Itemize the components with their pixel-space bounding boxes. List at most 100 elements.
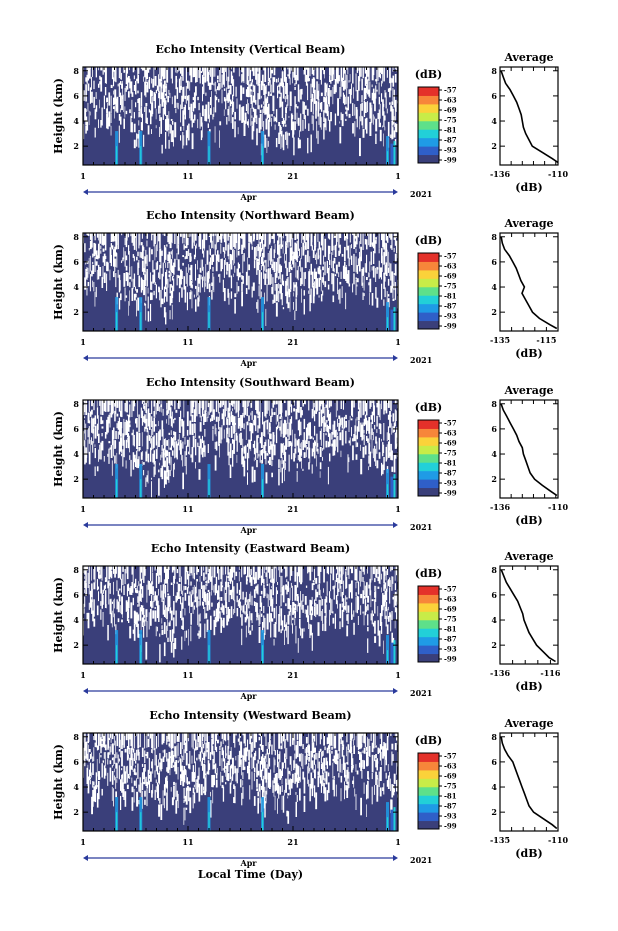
x-tick-label: 21 [287, 337, 298, 347]
month-axis-arrow [83, 688, 88, 694]
colorbar-swatch [418, 312, 439, 322]
profile-y-tick-label: 4 [491, 615, 497, 625]
year-label: 2021 [410, 522, 432, 532]
x-tick-label: 1 [395, 504, 401, 514]
profile-y-tick-label: 8 [491, 732, 497, 742]
colorbar-swatch [418, 261, 439, 271]
colorbar-swatch [418, 103, 439, 113]
colorbar-tick-label: -99 [444, 822, 457, 831]
colorbar-swatch [418, 619, 439, 629]
colorbar-swatch [418, 253, 439, 262]
colorbar-swatch [418, 636, 439, 646]
bright-core [393, 474, 396, 498]
y-tick-label: 4 [73, 782, 79, 792]
bright-core [208, 645, 210, 664]
colorbar-frame [417, 752, 440, 830]
year-label: 2021 [410, 688, 432, 698]
profile-x-tick-label: -110 [548, 835, 568, 845]
colorbar-tick-label: -99 [444, 156, 457, 165]
colorbar-tick-label: -63 [444, 429, 457, 438]
colorbar-swatch [418, 453, 439, 463]
bright-core [393, 807, 396, 831]
colorbar-tick-label: -93 [444, 146, 457, 155]
colorbar-tick-label: -81 [444, 792, 457, 801]
x-tick-label: 1 [80, 337, 86, 347]
profile-frame [499, 66, 559, 166]
profile-frame [499, 399, 559, 499]
colorbar-swatch [418, 653, 439, 663]
colorbar-swatch [418, 586, 439, 595]
colorbar-tick-label: -75 [444, 615, 457, 624]
profile-y-tick-label: 4 [491, 782, 497, 792]
colorbar-swatch [418, 420, 439, 429]
month-axis-arrow [83, 522, 88, 528]
y-tick-label: 2 [73, 141, 79, 151]
profile-title: Average [503, 384, 553, 397]
profile-line [500, 736, 558, 830]
colorbar-swatch [418, 611, 439, 621]
profile-line [500, 403, 558, 497]
month-label: Apr [239, 358, 257, 368]
colorbar-tick-label: -93 [444, 479, 457, 488]
y-tick-label: 6 [73, 91, 79, 101]
month-axis-arrow [83, 189, 88, 195]
echo-gaps [83, 67, 398, 165]
bright-core [116, 146, 118, 165]
panel-title: Echo Intensity (Eastward Beam) [151, 542, 350, 555]
y-tick-label: 8 [73, 399, 79, 409]
profile-y-tick-label: 4 [491, 116, 497, 126]
bright-column [390, 809, 394, 831]
x-tick-label: 21 [287, 504, 298, 514]
profile-frame [499, 732, 559, 832]
colorbar-swatch [418, 278, 439, 288]
bright-column [390, 476, 394, 498]
month-axis-arrow [83, 855, 88, 861]
profile-y-tick-label: 2 [491, 141, 497, 151]
y-axis-label: Height (km) [52, 244, 65, 320]
bright-core [208, 479, 210, 498]
colorbar-swatch [418, 812, 439, 822]
colorbar-tick-label: -87 [444, 136, 457, 145]
bright-column [390, 642, 394, 664]
colorbar-frame [417, 86, 440, 164]
month-label: Apr [239, 858, 257, 868]
profile-x-label: (dB) [515, 514, 542, 527]
colorbar-label: (dB) [415, 68, 442, 81]
y-tick-label: 4 [73, 615, 79, 625]
colorbar-swatch [418, 602, 439, 612]
colorbar-swatch [418, 120, 439, 130]
panel-title: Echo Intensity (Southward Beam) [146, 376, 355, 389]
profile-x-tick-label: -136 [490, 169, 510, 179]
bright-column [390, 309, 394, 331]
y-tick-label: 8 [73, 565, 79, 575]
x-tick-label: 11 [182, 171, 193, 181]
x-tick-label: 21 [287, 670, 298, 680]
colorbar-swatch [418, 820, 439, 830]
echo-gaps [83, 733, 398, 831]
colorbar-swatch [418, 112, 439, 122]
profile-x-tick-label: -115 [536, 335, 556, 345]
y-tick-label: 6 [73, 257, 79, 267]
colorbar-tick-label: -87 [444, 302, 457, 311]
x-tick-label: 1 [395, 171, 401, 181]
profile-y-tick-label: 4 [491, 282, 497, 292]
colorbar-tick-label: -99 [444, 489, 457, 498]
y-tick-label: 2 [73, 307, 79, 317]
colorbar-tick-label: -57 [444, 752, 457, 761]
echo-gaps [83, 400, 398, 498]
profile-title: Average [503, 717, 553, 730]
colorbar-tick-label: -69 [444, 605, 457, 614]
colorbar-swatch [418, 753, 439, 762]
profile-y-tick-label: 6 [491, 424, 497, 434]
colorbar-tick-label: -81 [444, 292, 457, 301]
colorbar-tick-label: -87 [444, 635, 457, 644]
profile-y-tick-label: 8 [491, 399, 497, 409]
month-label: Apr [239, 691, 257, 701]
x-tick-label: 11 [182, 504, 193, 514]
colorbar-tick-label: -99 [444, 655, 457, 664]
colorbar-tick-label: -81 [444, 625, 457, 634]
profile-line [500, 236, 558, 330]
profile-x-tick-label: -135 [490, 335, 510, 345]
colorbar-swatch [418, 795, 439, 805]
bright-core [261, 146, 264, 165]
